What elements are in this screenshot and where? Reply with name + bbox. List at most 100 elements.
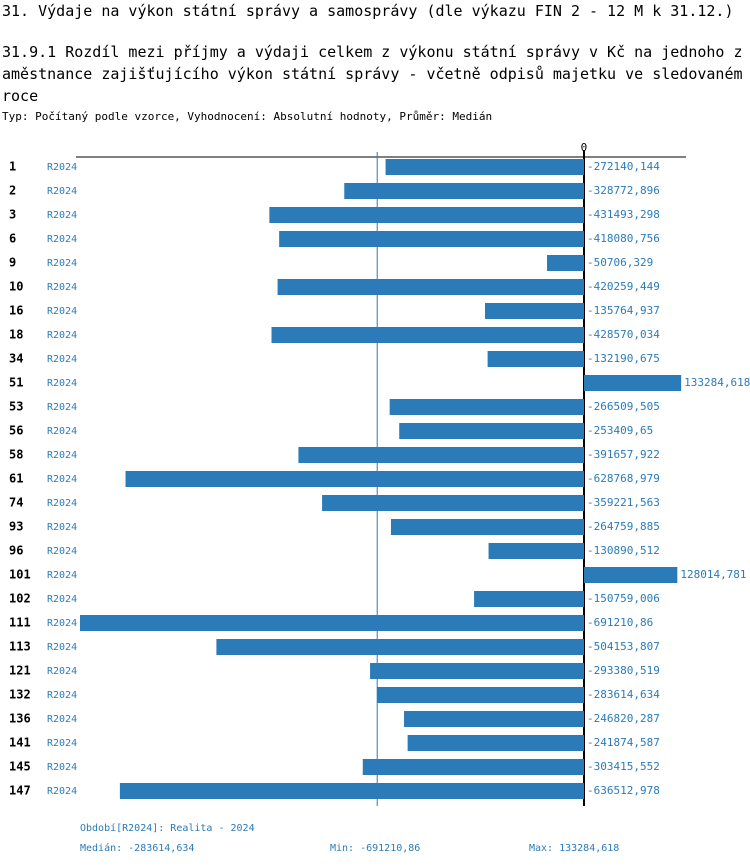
bar [377, 687, 584, 703]
bar [277, 279, 584, 295]
row-label: 102 [9, 592, 31, 606]
series-label: R2024 [47, 378, 77, 389]
bar [547, 255, 584, 271]
value-label: -293380,519 [587, 664, 660, 677]
series-label: R2024 [47, 594, 77, 605]
bar [583, 375, 682, 391]
value-label: -391657,922 [587, 448, 660, 461]
value-label: 128014,781 [680, 568, 746, 581]
series-label: R2024 [47, 402, 77, 413]
series-label: R2024 [47, 186, 77, 197]
bar [389, 399, 584, 415]
value-label: -272140,144 [587, 160, 660, 173]
series-label: R2024 [47, 762, 77, 773]
row-label: 53 [9, 400, 23, 414]
value-label: -266509,505 [587, 400, 660, 413]
value-label: -691210,86 [587, 616, 653, 629]
series-label: R2024 [47, 282, 77, 293]
row-label: 141 [9, 736, 31, 750]
series-label: R2024 [47, 162, 77, 173]
row-label: 96 [9, 544, 23, 558]
bar [362, 759, 584, 775]
value-label: -504153,807 [587, 640, 660, 653]
bar [298, 447, 584, 463]
footer-min: Min: -691210,86 [330, 843, 420, 854]
series-label: R2024 [47, 258, 77, 269]
value-label: -283614,634 [587, 688, 660, 701]
series-label: R2024 [47, 210, 77, 221]
value-label: 133284,618 [684, 376, 750, 389]
value-label: -428570,034 [587, 328, 660, 341]
series-label: R2024 [47, 666, 77, 677]
bar [488, 543, 584, 559]
row-label: 3 [9, 208, 16, 222]
row-label: 34 [9, 352, 23, 366]
row-label: 16 [9, 304, 23, 318]
row-label: 10 [9, 280, 23, 294]
bar [404, 711, 584, 727]
row-label: 74 [9, 496, 23, 510]
series-label: R2024 [47, 690, 77, 701]
bar [390, 519, 584, 535]
row-label: 56 [9, 424, 23, 438]
row-label: 113 [9, 640, 31, 654]
row-label: 132 [9, 688, 31, 702]
value-label: -246820,287 [587, 712, 660, 725]
value-label: -328772,896 [587, 184, 660, 197]
bar [322, 495, 584, 511]
series-label: R2024 [47, 618, 77, 629]
row-label: 18 [9, 328, 23, 342]
value-label: -50706,329 [587, 256, 653, 269]
row-label: 147 [9, 784, 31, 798]
value-label: -150759,006 [587, 592, 660, 605]
footer-median: Medián: -283614,634 [80, 842, 194, 854]
row-label: 6 [9, 232, 16, 246]
bar [474, 591, 584, 607]
bar [370, 663, 584, 679]
bar [407, 735, 584, 751]
value-label: -628768,979 [587, 472, 660, 485]
row-label: 136 [9, 712, 31, 726]
x-tick-label: 0 [581, 141, 588, 154]
series-label: R2024 [47, 450, 77, 461]
row-label: 1 [9, 160, 16, 174]
bar [279, 231, 584, 247]
series-label: R2024 [47, 474, 77, 485]
row-label: 9 [9, 256, 16, 270]
row-label: 121 [9, 664, 31, 678]
bar [583, 567, 678, 583]
value-label: -132190,675 [587, 352, 660, 365]
row-label: 145 [9, 760, 31, 774]
bar [485, 303, 584, 319]
series-label: R2024 [47, 498, 77, 509]
value-label: -241874,587 [587, 736, 660, 749]
bar [385, 159, 584, 175]
bar [125, 471, 584, 487]
series-label: R2024 [47, 714, 77, 725]
row-label: 93 [9, 520, 23, 534]
series-label: R2024 [47, 426, 77, 437]
value-label: -264759,885 [587, 520, 660, 533]
page-header: 31. Výdaje na výkon státní správy a samo… [2, 2, 734, 20]
value-label: -130890,512 [587, 544, 660, 557]
row-label: 111 [9, 616, 31, 630]
bar [487, 351, 584, 367]
footer-max: Max: 133284,618 [529, 843, 619, 854]
bar [119, 783, 584, 799]
series-label: R2024 [47, 522, 77, 533]
series-label: R2024 [47, 354, 77, 365]
series-label: R2024 [47, 546, 77, 557]
value-label: -431493,298 [587, 208, 660, 221]
bar [271, 327, 584, 343]
bar [216, 639, 584, 655]
footer-period: Období[R2024]: Realita - 2024 [80, 822, 255, 834]
value-label: -636512,978 [587, 784, 660, 797]
series-label: R2024 [47, 642, 77, 653]
bar [80, 615, 584, 631]
bar [269, 207, 584, 223]
bar [344, 183, 584, 199]
row-label: 2 [9, 184, 16, 198]
value-label: -253409,65 [587, 424, 653, 437]
